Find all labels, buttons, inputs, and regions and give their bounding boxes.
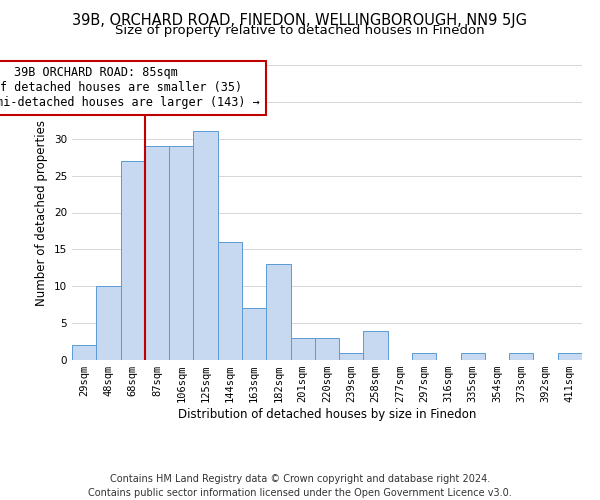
X-axis label: Distribution of detached houses by size in Finedon: Distribution of detached houses by size … <box>178 408 476 421</box>
Text: Size of property relative to detached houses in Finedon: Size of property relative to detached ho… <box>115 24 485 37</box>
Bar <box>315 338 339 360</box>
Bar <box>558 352 582 360</box>
Y-axis label: Number of detached properties: Number of detached properties <box>35 120 49 306</box>
Bar <box>412 352 436 360</box>
Bar <box>461 352 485 360</box>
Bar <box>339 352 364 360</box>
Bar <box>169 146 193 360</box>
Bar <box>266 264 290 360</box>
Bar <box>96 286 121 360</box>
Bar <box>121 161 145 360</box>
Bar <box>242 308 266 360</box>
Bar <box>218 242 242 360</box>
Bar <box>193 132 218 360</box>
Bar <box>145 146 169 360</box>
Text: 39B ORCHARD ROAD: 85sqm
← 20% of detached houses are smaller (35)
80% of semi-de: 39B ORCHARD ROAD: 85sqm ← 20% of detache… <box>0 66 260 110</box>
Bar <box>364 330 388 360</box>
Bar <box>290 338 315 360</box>
Bar <box>509 352 533 360</box>
Text: 39B, ORCHARD ROAD, FINEDON, WELLINGBOROUGH, NN9 5JG: 39B, ORCHARD ROAD, FINEDON, WELLINGBOROU… <box>73 12 527 28</box>
Bar <box>72 345 96 360</box>
Text: Contains HM Land Registry data © Crown copyright and database right 2024.
Contai: Contains HM Land Registry data © Crown c… <box>88 474 512 498</box>
